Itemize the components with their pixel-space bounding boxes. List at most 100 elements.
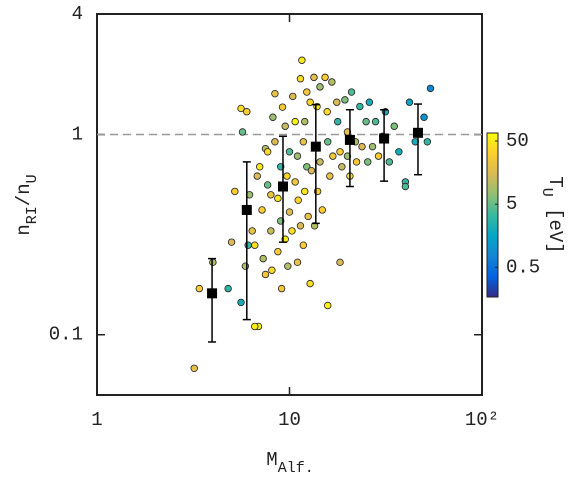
data-point [303, 88, 311, 96]
data-point [274, 194, 282, 203]
data-point [323, 108, 331, 116]
data-point [306, 98, 314, 106]
data-point [318, 206, 326, 214]
data-point [362, 117, 370, 126]
data-point [253, 172, 261, 180]
data-point [259, 254, 267, 263]
x-axis-label: MAlf. [266, 449, 313, 477]
data-point [271, 89, 279, 98]
data-point [334, 117, 342, 126]
median-marker [310, 141, 321, 152]
median-marker [412, 127, 423, 138]
data-point [224, 284, 232, 293]
label-part: RI [24, 206, 41, 224]
label-part: U [538, 188, 555, 197]
label-part: U [24, 174, 41, 183]
data-point [284, 262, 292, 270]
label-part: Alf. [278, 460, 314, 477]
data-point [251, 241, 259, 249]
data-point [316, 83, 324, 91]
colorbar-label: TU [eV] [538, 176, 566, 253]
data-point [336, 258, 344, 267]
data-point [271, 138, 279, 146]
data-point [329, 152, 337, 160]
data-point [209, 258, 217, 267]
data-point [190, 364, 198, 372]
data-point [251, 322, 259, 331]
data-point [390, 122, 398, 130]
data-point [316, 158, 324, 166]
data-point [267, 191, 275, 199]
median-marker [207, 288, 218, 299]
data-point [420, 113, 428, 121]
data-point [278, 103, 287, 111]
data-point [296, 75, 305, 83]
data-point [263, 148, 272, 156]
y-axis-label: nRI/nU [13, 174, 41, 235]
data-point [238, 128, 247, 136]
data-point [241, 262, 250, 270]
label-part: M [266, 449, 277, 471]
data-point [333, 98, 341, 106]
plot-frame [96, 13, 483, 396]
data-point [291, 178, 299, 186]
data-point [341, 96, 349, 104]
data-point [365, 98, 374, 106]
data-point [294, 196, 302, 204]
data-point [321, 73, 329, 82]
data-point [281, 122, 289, 130]
data-point [268, 266, 276, 274]
colorbar-tick-label: 50 [506, 130, 529, 152]
data-point [269, 113, 277, 121]
x-tick-label: 10 [278, 409, 301, 431]
data-point [296, 222, 305, 230]
data-point [237, 298, 245, 307]
data-point [303, 163, 311, 171]
data-point [293, 152, 302, 160]
data-point [347, 88, 356, 96]
data-point [324, 138, 332, 146]
label-part: n [13, 224, 35, 235]
label-part: T [544, 176, 566, 187]
data-point [261, 270, 270, 279]
data-point [263, 181, 272, 189]
median-marker [241, 204, 252, 215]
data-point [244, 241, 252, 249]
data-point [299, 241, 308, 249]
data-point [283, 172, 291, 180]
data-point [324, 301, 332, 310]
data-point [364, 158, 372, 166]
x-tick-label: 1 [91, 409, 102, 431]
median-marker [344, 134, 355, 145]
data-point [306, 279, 314, 288]
data-point [298, 56, 306, 64]
data-point [343, 152, 352, 160]
data-point [274, 247, 282, 256]
data-point [304, 212, 312, 221]
data-point [310, 222, 319, 230]
data-point [243, 108, 251, 116]
data-point [368, 142, 377, 151]
data-point [285, 148, 294, 156]
data-point [255, 163, 264, 171]
label-part: /n [13, 183, 35, 206]
colorbar-tick-label: 5 [506, 193, 517, 215]
data-point [267, 227, 275, 235]
data-point [336, 148, 344, 156]
data-point [358, 142, 366, 151]
data-point [310, 73, 318, 82]
data-point [293, 258, 302, 267]
data-point [288, 227, 296, 235]
data-point [405, 98, 414, 106]
data-point [195, 284, 204, 293]
data-point [374, 152, 383, 160]
data-point [307, 166, 316, 175]
median-marker [379, 133, 390, 144]
y-tick-label: 0.1 [49, 324, 83, 346]
data-point [352, 158, 361, 166]
data-point [301, 187, 309, 196]
data-point [299, 138, 308, 146]
data-point [401, 182, 410, 191]
median-marker [277, 181, 288, 192]
